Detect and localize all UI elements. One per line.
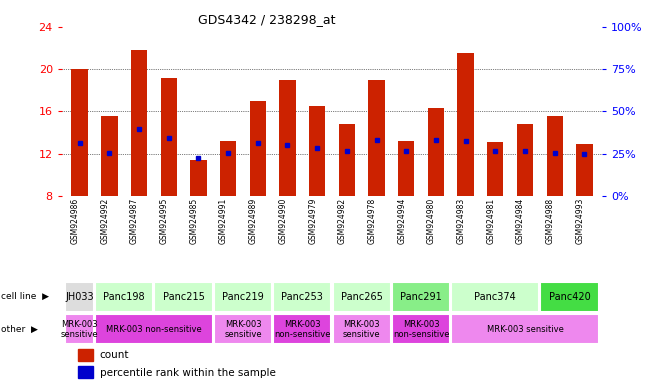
Text: Panc265: Panc265 bbox=[340, 291, 383, 302]
Text: GSM924991: GSM924991 bbox=[219, 197, 228, 244]
FancyBboxPatch shape bbox=[95, 314, 213, 344]
FancyBboxPatch shape bbox=[451, 314, 599, 344]
FancyBboxPatch shape bbox=[273, 314, 331, 344]
Text: cell line  ▶: cell line ▶ bbox=[1, 292, 49, 301]
Text: GSM924993: GSM924993 bbox=[575, 197, 585, 244]
Text: Panc253: Panc253 bbox=[281, 291, 324, 302]
Bar bbox=[101, 116, 118, 196]
Bar bbox=[190, 160, 206, 196]
FancyBboxPatch shape bbox=[214, 281, 272, 312]
Text: Panc420: Panc420 bbox=[549, 291, 590, 302]
FancyBboxPatch shape bbox=[65, 281, 94, 312]
Bar bbox=[487, 142, 503, 196]
FancyBboxPatch shape bbox=[451, 281, 539, 312]
Bar bbox=[309, 106, 326, 196]
Bar bbox=[279, 80, 296, 196]
Text: GSM924995: GSM924995 bbox=[159, 197, 169, 244]
Text: GSM924988: GSM924988 bbox=[546, 197, 555, 244]
FancyBboxPatch shape bbox=[540, 281, 599, 312]
Text: GSM924978: GSM924978 bbox=[368, 197, 376, 244]
FancyBboxPatch shape bbox=[392, 281, 450, 312]
Bar bbox=[339, 124, 355, 196]
Bar bbox=[576, 144, 592, 196]
Text: GSM924980: GSM924980 bbox=[427, 197, 436, 244]
Text: MRK-003
non-sensitive: MRK-003 non-sensitive bbox=[274, 320, 331, 339]
Text: count: count bbox=[100, 350, 129, 360]
Text: Panc219: Panc219 bbox=[222, 291, 264, 302]
Text: GSM924981: GSM924981 bbox=[486, 197, 495, 244]
FancyBboxPatch shape bbox=[392, 314, 450, 344]
FancyBboxPatch shape bbox=[333, 314, 391, 344]
Bar bbox=[517, 124, 533, 196]
FancyBboxPatch shape bbox=[65, 314, 94, 344]
FancyBboxPatch shape bbox=[154, 281, 213, 312]
Text: GSM924985: GSM924985 bbox=[189, 197, 199, 244]
Bar bbox=[78, 349, 93, 361]
Bar bbox=[546, 116, 563, 196]
Text: GSM924982: GSM924982 bbox=[338, 197, 347, 244]
Text: MRK-003
sensitive: MRK-003 sensitive bbox=[343, 320, 381, 339]
Text: GSM924983: GSM924983 bbox=[456, 197, 465, 244]
Text: MRK-003
non-sensitive: MRK-003 non-sensitive bbox=[393, 320, 449, 339]
Text: other  ▶: other ▶ bbox=[1, 325, 38, 334]
Text: MRK-003
sensitive: MRK-003 sensitive bbox=[61, 320, 98, 339]
FancyBboxPatch shape bbox=[95, 281, 153, 312]
Bar bbox=[72, 69, 88, 196]
Text: Panc291: Panc291 bbox=[400, 291, 442, 302]
FancyBboxPatch shape bbox=[333, 281, 391, 312]
Bar bbox=[398, 141, 415, 196]
Bar bbox=[458, 53, 474, 196]
Text: MRK-003 sensitive: MRK-003 sensitive bbox=[486, 325, 563, 334]
Bar bbox=[368, 80, 385, 196]
Text: MRK-003
sensitive: MRK-003 sensitive bbox=[224, 320, 262, 339]
Bar bbox=[428, 108, 444, 196]
Bar bbox=[161, 78, 177, 196]
Text: JH033: JH033 bbox=[65, 291, 94, 302]
Bar bbox=[131, 50, 147, 196]
Text: GSM924990: GSM924990 bbox=[279, 197, 288, 244]
Bar bbox=[220, 141, 236, 196]
Text: GSM924989: GSM924989 bbox=[249, 197, 258, 244]
Text: MRK-003 non-sensitive: MRK-003 non-sensitive bbox=[106, 325, 202, 334]
Text: GSM924984: GSM924984 bbox=[516, 197, 525, 244]
Text: Panc198: Panc198 bbox=[104, 291, 145, 302]
FancyBboxPatch shape bbox=[273, 281, 331, 312]
Text: GSM924986: GSM924986 bbox=[71, 197, 79, 244]
Text: GSM924992: GSM924992 bbox=[100, 197, 109, 244]
Text: GSM924979: GSM924979 bbox=[308, 197, 317, 244]
Bar bbox=[249, 101, 266, 196]
FancyBboxPatch shape bbox=[214, 314, 272, 344]
Bar bbox=[78, 366, 93, 379]
Text: GSM924994: GSM924994 bbox=[397, 197, 406, 244]
Text: percentile rank within the sample: percentile rank within the sample bbox=[100, 367, 275, 377]
Text: Panc374: Panc374 bbox=[475, 291, 516, 302]
Title: GDS4342 / 238298_at: GDS4342 / 238298_at bbox=[199, 13, 336, 26]
Text: Panc215: Panc215 bbox=[163, 291, 204, 302]
Text: GSM924987: GSM924987 bbox=[130, 197, 139, 244]
